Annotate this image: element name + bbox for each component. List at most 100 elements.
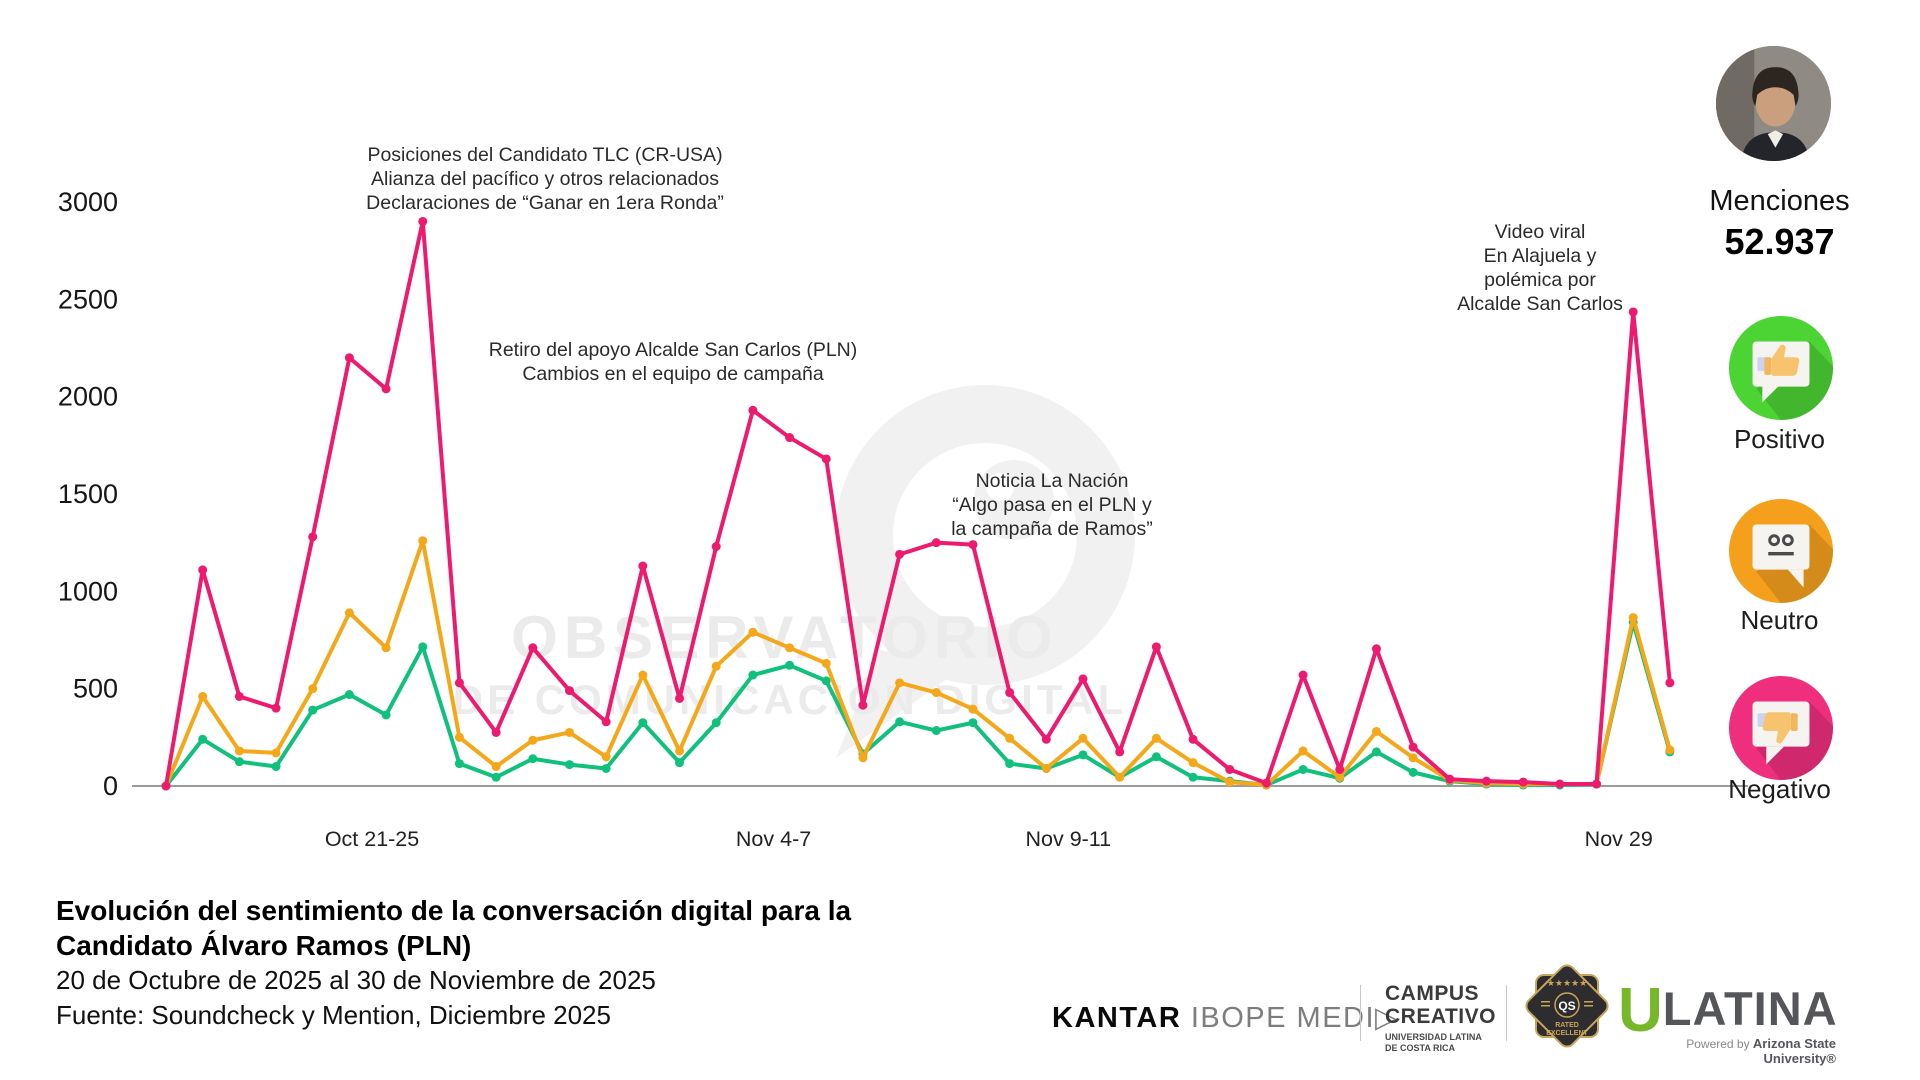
data-point-negativo <box>1261 778 1271 788</box>
data-point-neutro <box>675 746 685 756</box>
data-point-positivo <box>528 754 538 764</box>
y-axis-tick-label: 2000 <box>58 382 118 412</box>
data-point-positivo <box>491 772 501 782</box>
data-point-positivo <box>601 763 611 773</box>
data-point-negativo <box>1592 779 1602 789</box>
candidate-photo-illustration <box>1716 46 1831 161</box>
y-axis-tick-label: 0 <box>103 771 118 801</box>
qs-rated-text: RATED <box>1555 1022 1579 1029</box>
data-point-positivo <box>161 781 171 791</box>
kantar-triangle-glyph: ▷ <box>1375 1002 1399 1034</box>
data-point-neutro <box>1151 733 1161 743</box>
data-point-neutro <box>1298 746 1308 756</box>
data-point-positivo <box>968 718 978 728</box>
data-point-negativo <box>1408 742 1418 752</box>
data-point-negativo <box>1298 670 1308 680</box>
data-point-negativo <box>161 781 171 791</box>
ulatina-u: U <box>1618 976 1663 1045</box>
ulatina-powered-by: Powered by Arizona State University® <box>1618 1036 1836 1066</box>
qs-stars: ★★★★★ <box>1547 978 1587 988</box>
data-point-negativo <box>748 405 758 415</box>
data-point-negativo <box>1225 764 1235 774</box>
powered-by-text: Powered by <box>1686 1037 1753 1051</box>
data-point-positivo <box>1005 759 1015 769</box>
qs-excellent-text: EXCELLENT <box>1546 1030 1588 1037</box>
data-point-negativo <box>1518 777 1528 787</box>
footer-divider-2 <box>1506 985 1507 1041</box>
annotation-4-line1: Video viral <box>1495 221 1586 243</box>
data-point-negativo <box>198 565 208 575</box>
legend-label-positivo: Positivo <box>1733 424 1826 454</box>
data-point-negativo <box>418 216 428 226</box>
data-point-positivo <box>1481 779 1491 789</box>
annotation-1-line3: Declaraciones de “Ganar en 1era Ronda” <box>366 192 724 214</box>
data-point-positivo <box>418 642 428 652</box>
data-point-positivo <box>1371 747 1381 757</box>
data-point-positivo <box>748 670 758 680</box>
data-point-positivo <box>1555 780 1565 790</box>
data-point-positivo <box>675 758 685 768</box>
data-point-positivo <box>1408 767 1418 777</box>
data-point-neutro <box>821 658 831 668</box>
thumbs-up-icon <box>1764 344 1800 376</box>
data-point-positivo <box>198 734 208 744</box>
chart-line-neutro <box>164 538 1672 788</box>
ulatina-logo: ULATINA <box>1618 975 1838 1046</box>
ibope-media-wordmark: IBOPE MEDI <box>1181 1002 1376 1034</box>
chart-line-negativo <box>164 219 1672 788</box>
data-point-negativo <box>638 561 648 571</box>
data-point-negativo <box>1188 734 1198 744</box>
data-point-neutro <box>638 670 648 680</box>
annotation-4-line3: polémica por <box>1484 269 1596 291</box>
data-point-positivo <box>344 690 354 700</box>
data-point-neutro <box>454 732 464 742</box>
data-point-neutro <box>564 727 574 737</box>
data-point-negativo <box>1115 747 1125 757</box>
legend-label-negativo: Negativo <box>1728 774 1831 804</box>
data-point-negativo <box>1335 764 1345 774</box>
watermark-line2: DE COMUNICACIÓN DIGITAL <box>453 675 1128 723</box>
data-point-neutro <box>344 608 354 618</box>
annotation-1-line2: Alianza del pacífico y otros relacionado… <box>371 168 719 190</box>
data-point-neutro <box>271 748 281 758</box>
data-point-positivo <box>308 705 318 715</box>
data-point-neutro <box>785 643 795 653</box>
kantar-ibope-media-logo: KANTAR IBOPE MEDI▷ <box>1052 1000 1399 1035</box>
annotation-3-line1: Noticia La Nación <box>976 470 1129 492</box>
neutral-sentiment-icon <box>1728 498 1834 604</box>
asu-text: Arizona State University® <box>1752 1036 1836 1066</box>
data-point-neutro <box>1225 777 1235 787</box>
data-point-neutro <box>1628 613 1638 623</box>
data-point-neutro <box>198 691 208 701</box>
data-point-neutro <box>1261 780 1271 790</box>
annotation-3-line2: “Algo pasa en el PLN y <box>952 494 1152 516</box>
y-axis-tick-label: 3000 <box>58 187 118 217</box>
data-point-negativo <box>931 538 941 548</box>
data-point-negativo <box>1481 776 1491 786</box>
y-axis-tick-label: 1000 <box>58 576 118 606</box>
data-point-positivo <box>1592 779 1602 789</box>
thumbs-down-icon <box>1762 712 1798 744</box>
annotation-3-line3: la campaña de Ramos” <box>951 518 1153 540</box>
data-point-neutro <box>1481 778 1491 788</box>
data-point-neutro <box>1555 779 1565 789</box>
chart-title-block: Evolución del sentimiento de la conversa… <box>56 893 851 1033</box>
data-point-negativo <box>234 691 244 701</box>
negative-sentiment-icon <box>1728 675 1834 781</box>
data-point-negativo <box>1371 644 1381 654</box>
annotation-2-line2: Cambios en el equipo de campaña <box>522 363 824 385</box>
annotation-4-line4: Alcalde San Carlos <box>1457 293 1623 315</box>
watermark-line1: OBSERVATORIO <box>511 604 1059 671</box>
data-point-positivo <box>1078 750 1088 760</box>
annotation-1-line1: Posiciones del Candidato TLC (CR-USA) <box>367 144 722 166</box>
data-point-neutro <box>1078 733 1088 743</box>
data-point-negativo <box>491 727 501 737</box>
mentions-label: Menciones <box>1709 185 1850 217</box>
data-point-positivo <box>1151 752 1161 762</box>
kantar-wordmark: KANTAR <box>1052 1002 1182 1034</box>
data-point-negativo <box>1078 674 1088 684</box>
ulatina-wordmark: LATINA <box>1662 982 1838 1035</box>
data-point-positivo <box>381 710 391 720</box>
x-axis-tick-label: Nov 29 <box>1585 827 1653 851</box>
data-point-neutro <box>234 746 244 756</box>
